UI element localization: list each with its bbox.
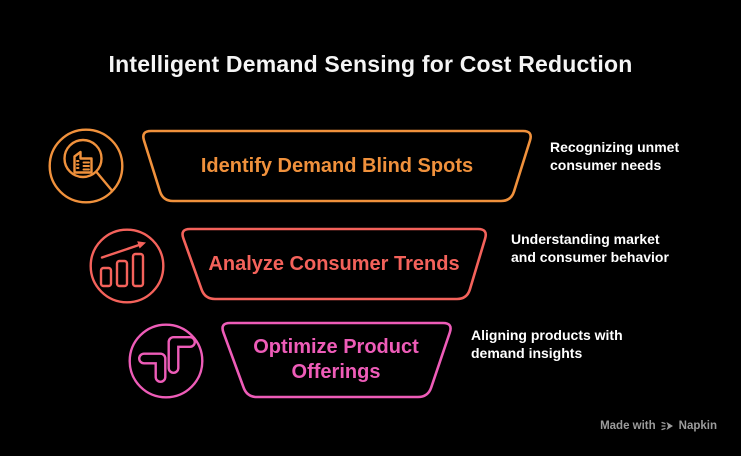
napkin-pen-icon bbox=[661, 421, 673, 431]
funnel-segment-1 bbox=[142, 129, 532, 203]
growth-chart-icon bbox=[89, 228, 165, 304]
funnel-segment-2 bbox=[181, 227, 488, 301]
step-2-description: Understanding market and consumer behavi… bbox=[511, 231, 669, 265]
step-3-description: Aligning products with demand insights bbox=[471, 327, 623, 361]
page-title: Intelligent Demand Sensing for Cost Redu… bbox=[108, 51, 633, 77]
step-3-label: Optimize Product Offerings bbox=[253, 336, 419, 383]
factory-search-icon bbox=[48, 128, 124, 204]
funnel-segment-3 bbox=[221, 321, 452, 399]
napkin-watermark[interactable]: Made with Napkin bbox=[600, 420, 717, 432]
watermark-prefix: Made with bbox=[600, 420, 656, 432]
step-1-description: Recognizing unmet consumer needs bbox=[550, 139, 680, 173]
adjust-arrows-icon bbox=[128, 323, 204, 399]
step-1-label: Identify Demand Blind Spots bbox=[200, 154, 474, 177]
watermark-brand: Napkin bbox=[678, 420, 717, 432]
step-2-label: Analyze Consumer Trends bbox=[208, 252, 460, 275]
